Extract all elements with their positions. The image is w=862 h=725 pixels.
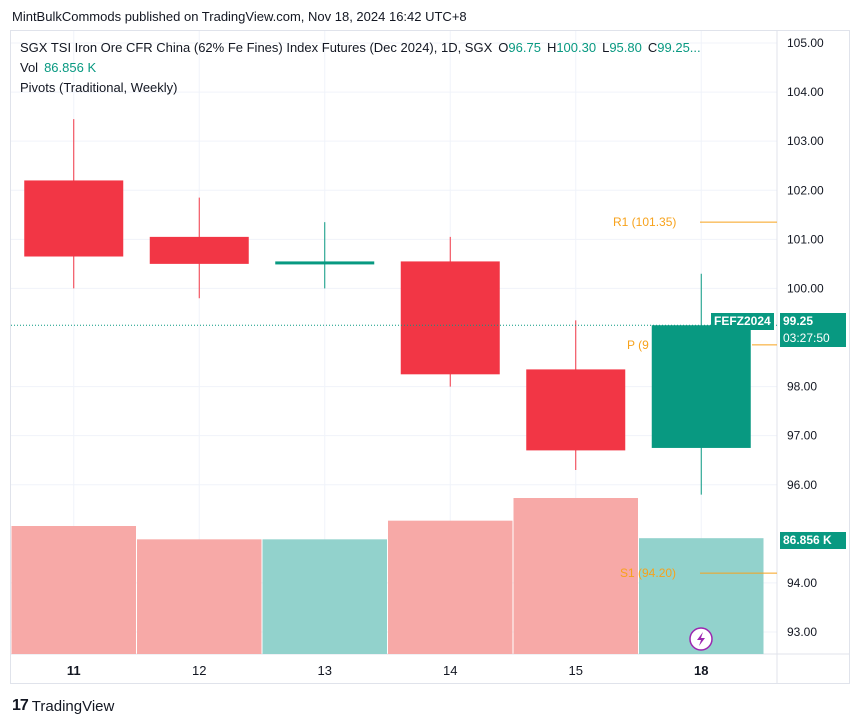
y-tick-label: 104.00 bbox=[787, 85, 824, 99]
lightning-icon-bolt bbox=[697, 632, 705, 646]
y-tick-label: 96.00 bbox=[787, 478, 817, 492]
symbol-title: SGX TSI Iron Ore CFR China (62% Fe Fines… bbox=[20, 40, 493, 55]
candle-body bbox=[526, 369, 626, 451]
pivot-label: R1 (101.35) bbox=[613, 215, 676, 229]
legend-title-row: SGX TSI Iron Ore CFR China (62% Fe Fines… bbox=[20, 38, 701, 58]
close-label: C bbox=[647, 40, 658, 55]
volume-value: 86.856 K bbox=[44, 60, 97, 75]
high-label: H bbox=[546, 40, 557, 55]
volume-bar bbox=[11, 526, 136, 654]
candlesticks bbox=[24, 119, 751, 495]
volume-bar bbox=[388, 520, 513, 654]
pivots-label: Pivots (Traditional, Weekly) bbox=[20, 80, 178, 95]
candle-body bbox=[400, 261, 500, 375]
publisher-line: MintBulkCommods published on TradingView… bbox=[12, 9, 467, 24]
chart-overlays bbox=[11, 324, 777, 651]
tradingview-brand[interactable]: 17 TradingView bbox=[12, 697, 114, 715]
volume-bar bbox=[137, 539, 262, 654]
x-tick-label: 14 bbox=[443, 663, 457, 678]
legend-pivots-row: Pivots (Traditional, Weekly) bbox=[20, 78, 701, 98]
candle-body bbox=[149, 236, 249, 264]
last-price-badge: 99.25 bbox=[780, 313, 846, 331]
y-tick-label: 93.00 bbox=[787, 625, 817, 639]
open-label: O bbox=[498, 40, 509, 55]
low-value: 95.80 bbox=[609, 40, 642, 55]
y-tick-label: 100.00 bbox=[787, 281, 824, 295]
x-tick-label: 13 bbox=[318, 663, 332, 678]
x-tick-label: 15 bbox=[569, 663, 583, 678]
x-tick-label: 11 bbox=[67, 663, 81, 678]
candle-body bbox=[275, 261, 375, 265]
pivot-label: S1 (94.20) bbox=[620, 566, 676, 580]
close-value: 99.25... bbox=[657, 40, 701, 55]
tradingview-logo-icon: 17 bbox=[12, 697, 29, 714]
candle-body bbox=[24, 180, 124, 257]
x-tick-label: 12 bbox=[192, 663, 206, 678]
high-value: 100.30 bbox=[556, 40, 597, 55]
lightning-icon[interactable] bbox=[689, 627, 713, 651]
y-tick-label: 105.00 bbox=[787, 36, 824, 50]
open-value: 96.75 bbox=[508, 40, 541, 55]
volume-bar bbox=[262, 539, 387, 654]
countdown-badge: 03:27:50 bbox=[780, 330, 846, 348]
y-tick-label: 97.00 bbox=[787, 429, 817, 443]
chart-frame bbox=[10, 30, 850, 684]
legend-volume-row: Vol 86.856 K bbox=[20, 58, 701, 78]
pivot-lines: R1 (101.35) P (9 S1 (94.20) bbox=[613, 215, 777, 580]
low-label: L bbox=[602, 40, 610, 55]
y-tick-label: 94.00 bbox=[787, 576, 817, 590]
chart-legend: SGX TSI Iron Ore CFR China (62% Fe Fines… bbox=[20, 38, 701, 98]
symbol-badge: FEFZ2024 bbox=[711, 313, 774, 331]
volume-bar bbox=[513, 498, 638, 654]
candle-body bbox=[651, 325, 751, 448]
brand-name: TradingView bbox=[31, 697, 115, 715]
volume-label: Vol bbox=[20, 60, 39, 75]
y-tick-label: 102.00 bbox=[787, 183, 824, 197]
pivot-label: P (9 bbox=[627, 338, 649, 352]
y-tick-label: 103.00 bbox=[787, 134, 824, 148]
x-tick-label: 18 bbox=[694, 663, 708, 678]
y-tick-label: 101.00 bbox=[787, 232, 824, 246]
volume-badge: 86.856 K bbox=[780, 532, 846, 550]
y-tick-label: 98.00 bbox=[787, 380, 817, 394]
time-axis: 11 12 13 14 15 18 bbox=[67, 663, 709, 678]
price-axis: 105.00 104.00 103.00 102.00 101.00 100.00 98.0… bbox=[787, 36, 824, 639]
